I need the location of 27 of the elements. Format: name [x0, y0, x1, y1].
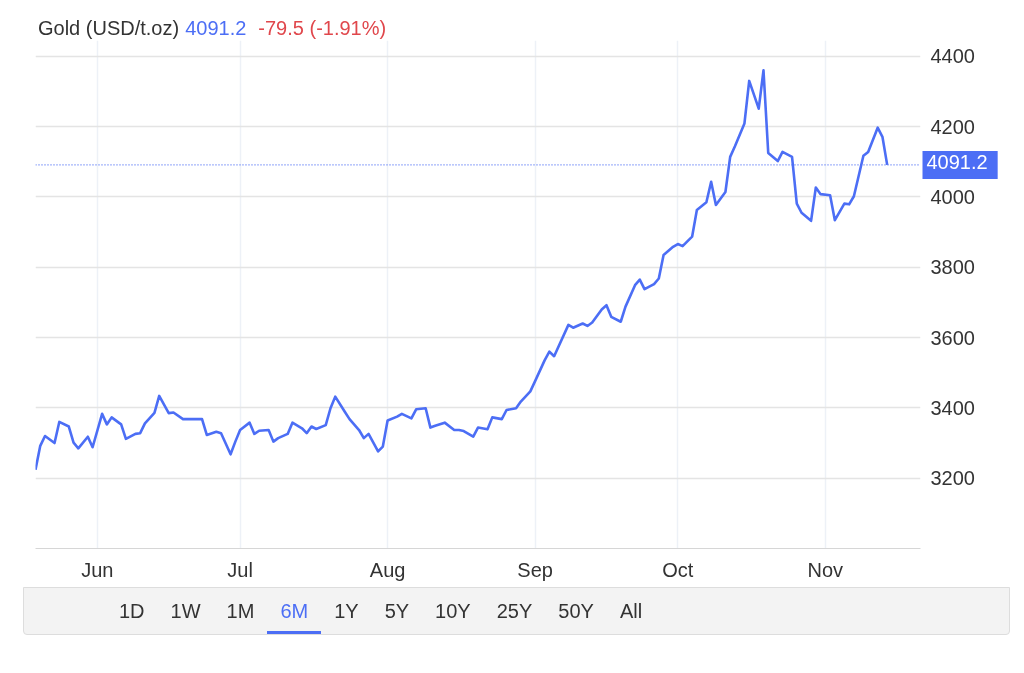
- text: 1D: [118, 599, 146, 624]
- y-tick-label: 3600: [930, 326, 975, 349]
- y-tick-label: 4400: [930, 45, 975, 68]
- text: All: [618, 599, 644, 624]
- text: -79.5 (-1.91%): [258, 17, 387, 39]
- text: 25Y: [495, 599, 534, 624]
- x-tick-label: Aug: [369, 558, 406, 581]
- x-tick-label: Oct: [662, 558, 694, 581]
- y-tick-label: 3400: [930, 396, 975, 419]
- text: 1W: [169, 599, 202, 624]
- x-tick-label: Jun: [81, 558, 114, 581]
- text: 1M: [225, 599, 256, 624]
- chart-title: Gold (USD/t.oz): [38, 17, 180, 39]
- text: 1Y: [333, 599, 360, 624]
- ref-line-label: 4091.2: [926, 150, 988, 173]
- y-tick-label: 4200: [930, 115, 975, 138]
- y-tick-label: 3800: [930, 256, 975, 279]
- text: 6M: [267, 590, 322, 634]
- text: 10Y: [434, 599, 472, 624]
- text: 5Y: [383, 599, 411, 624]
- x-tick-label: Nov: [807, 558, 844, 581]
- x-tick-label: Sep: [517, 558, 553, 581]
- text: 50Y: [557, 599, 595, 624]
- y-tick-label: 4000: [930, 185, 975, 208]
- x-tick-label: Jul: [227, 558, 253, 581]
- text: 4091.2: [185, 17, 247, 39]
- y-tick-label: 3200: [930, 467, 975, 490]
